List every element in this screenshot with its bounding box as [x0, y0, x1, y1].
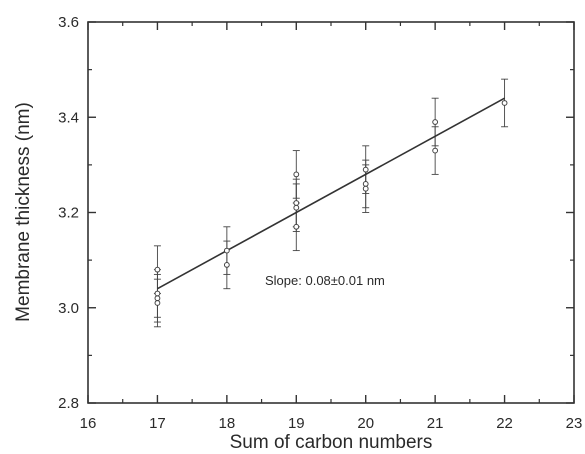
data-point	[293, 171, 300, 178]
x-tick-label: 17	[149, 415, 166, 432]
data-point	[432, 119, 439, 125]
error-bars	[153, 78, 509, 328]
y-tick-label: 3.0	[58, 300, 79, 317]
fit-line	[157, 97, 505, 290]
data-point	[293, 200, 300, 206]
data-point	[223, 247, 230, 254]
x-tick-label: 18	[219, 415, 236, 432]
data-point	[432, 147, 439, 154]
data-point	[154, 300, 161, 306]
data-point	[223, 261, 230, 268]
y-tick-label: 3.4	[58, 109, 79, 126]
data-point	[154, 266, 161, 273]
data-points	[154, 100, 508, 306]
data-point	[362, 185, 369, 192]
x-axis-title: Sum of carbon numbers	[230, 432, 433, 453]
data-point	[362, 181, 369, 187]
y-axis-title: Membrane thickness (nm)	[13, 102, 34, 322]
data-point	[293, 204, 300, 211]
x-tick-label: 22	[496, 415, 513, 432]
data-point	[362, 166, 369, 173]
data-point	[154, 295, 161, 302]
axis-tick-labels: 16 17 18 19 20 21 22 23 2.8 3.0 3.2 3.4 3.6	[58, 14, 582, 432]
data-point	[154, 290, 161, 297]
y-tick-label: 3.6	[58, 14, 79, 31]
data-point	[293, 223, 300, 230]
x-tick-label: 21	[427, 415, 444, 432]
data-point	[501, 100, 508, 106]
x-tick-label: 19	[288, 415, 305, 432]
x-tick-label: 23	[566, 415, 583, 432]
axis-ticks	[87, 21, 575, 404]
y-tick-label: 3.2	[58, 205, 79, 222]
fit-line-group	[157, 97, 505, 290]
y-tick-label: 2.8	[58, 395, 79, 412]
annotation-slope: Slope: 0.08±0.01 nm	[265, 273, 385, 288]
x-tick-label: 20	[357, 415, 374, 432]
x-tick-label: 16	[80, 415, 97, 432]
